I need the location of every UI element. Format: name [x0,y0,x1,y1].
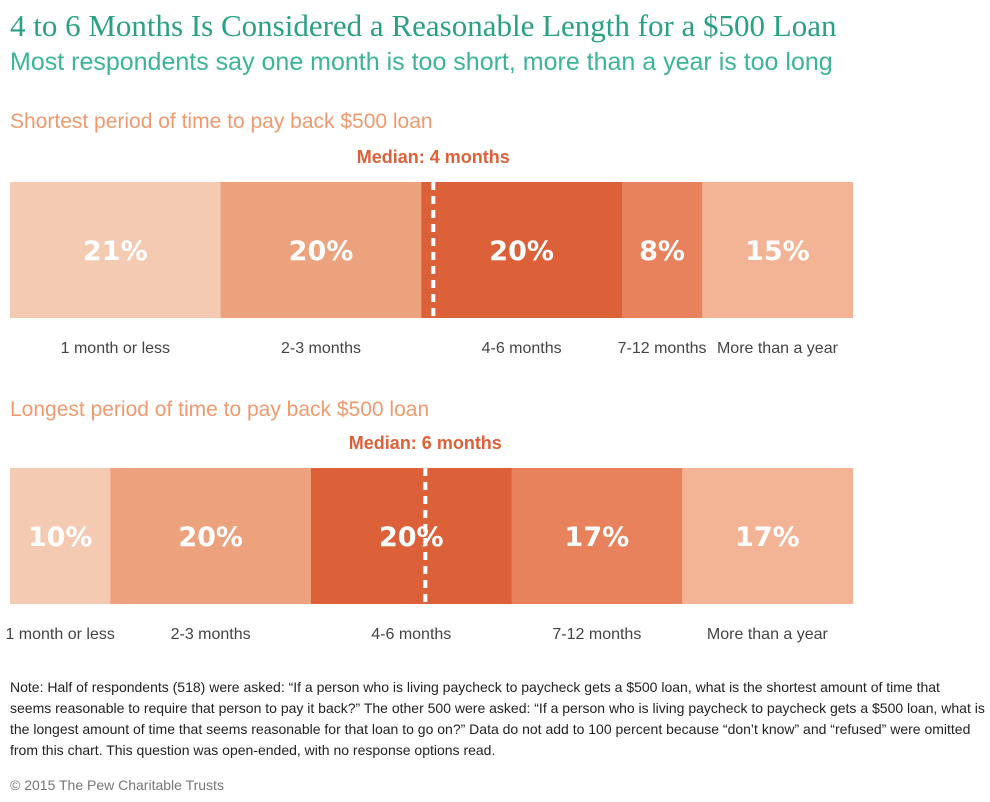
shortest-chart-title: Shortest period of time to pay back $500… [10,110,433,133]
bar-value-label: 8% [639,236,685,267]
longest-median-label: Median: 6 months [348,433,502,453]
category-label: 1 month or less [5,626,115,643]
category-label: More than a year [706,626,828,643]
bar-segment [702,182,854,318]
bar-segment [10,468,111,604]
bar-value-label: 20% [178,522,243,553]
bar-segment [220,182,422,318]
longest-chart-title: Longest period of time to pay back $500 … [10,398,430,421]
category-label: 2-3 months [170,626,251,643]
copyright: © 2015 The Pew Charitable Trusts [10,777,224,793]
bar-svg: 10% 20% 20% 17% 17% [10,468,854,604]
category-label: 2-3 months [280,340,362,357]
bar-value-label: 21% [83,236,148,267]
bar-segment [110,468,312,604]
category-label: 4-6 months [481,340,562,357]
category-label: More than a year [716,340,838,357]
bar-value-label: 20% [289,236,354,267]
bar-svg: 21% 20% 20% 8% 15% [10,182,854,318]
bar-value-label: 20% [489,236,554,267]
category-label: 7-12 months [617,340,707,357]
category-label: 4-6 months [371,626,452,643]
chart-title: 4 to 6 Months Is Considered a Reasonable… [10,8,837,43]
category-label: 1 month or less [60,340,171,357]
longest-bar-chart: 10% 20% 20% 17% 17% 1 month or less 2-3 months… [5,468,953,658]
chart-subtitle: Most respondents say one month is too sh… [10,48,833,76]
bar-value-label: 17% [735,522,800,553]
footnote: Note: Half of respondents (518) were ask… [10,679,985,758]
bar-value-label: 20% [379,522,444,553]
bar-segment [310,468,513,604]
bar-segment [10,182,222,318]
bar-segment [511,468,683,604]
bar-segment [621,182,703,318]
category-label: 7-12 months [552,626,642,643]
bar-value-label: 10% [28,522,93,553]
bar-value-label: 15% [745,236,810,267]
bar-segment [421,182,623,318]
bar-value-label: 17% [565,522,630,553]
bar-segment [682,468,854,604]
shortest-median-label: Median: 4 months [356,147,510,167]
shortest-bar-chart: 21% 20% 20% 8% 15% 1 month or less 2-3 months 4… [10,182,953,372]
